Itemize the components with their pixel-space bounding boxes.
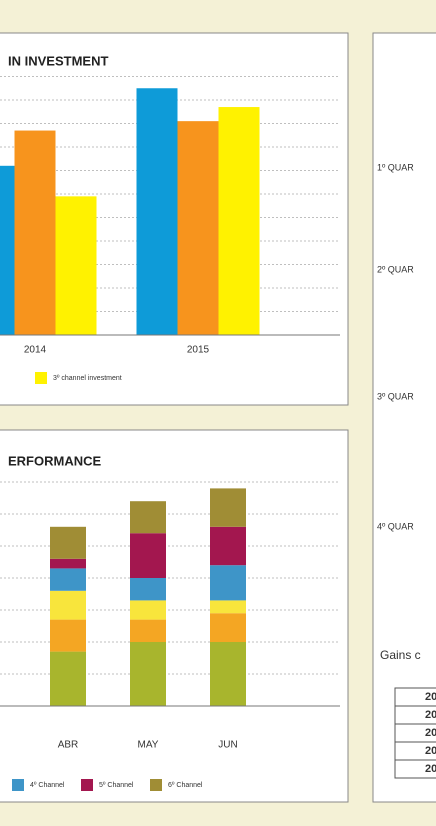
bar-segment [130,600,166,620]
caption: Gains c [380,648,421,662]
quarter-label: 1º QUAR [377,162,414,172]
bar-segment [130,501,166,534]
bar-segment [130,533,166,578]
bar-segment [210,565,246,601]
x-tick-label: ABR [58,740,79,751]
legend-label: 4º Channel [30,782,65,789]
table-cell: 20 [425,691,436,703]
bar-segment [130,642,166,706]
bar [14,130,56,335]
table-cell: 20 [425,709,436,721]
bar-segment [130,578,166,601]
bar-segment [210,600,246,614]
chart-title: IN INVESTMENT [8,53,108,68]
x-tick-label: MAY [138,740,159,751]
bar-segment [210,642,246,706]
legend-swatch [81,779,93,791]
bar-segment [210,526,246,566]
table-cell: 20 [425,727,436,739]
x-tick-label: 2015 [187,345,210,356]
bar-segment [50,558,86,569]
bar [55,196,97,335]
table: 20 20 20 20 20 [394,687,436,779]
legend-swatch [35,372,47,384]
bar-segment [50,619,86,652]
bar [0,165,15,335]
bar-segment [210,488,246,527]
bar [218,107,260,335]
quarter-label: 2º QUAR [377,264,414,274]
chart-title: ERFORMANCE [8,453,101,468]
table-row [394,759,436,779]
bar-segment [50,590,86,620]
table-cell: 20 [425,763,436,775]
table-cell: 20 [425,745,436,757]
bar [177,121,219,336]
legend-swatch [12,779,24,791]
quarter-label: 3º QUAR [377,391,414,401]
bar-segment [130,619,166,642]
bar-segment [50,651,86,706]
bar-segment [50,526,86,559]
bar-segment [50,568,86,591]
quarter-label: 4º QUAR [377,521,414,531]
bar-segment [210,613,246,642]
legend-label: 5º Channel [99,782,134,789]
legend-label: 6º Channel [168,782,203,789]
bar [136,88,178,335]
legend-swatch [150,779,162,791]
x-tick-label: 2014 [24,345,47,356]
panel [372,32,436,803]
x-tick-label: JUN [218,740,237,751]
legend-label: 3º channel investment [53,375,122,382]
